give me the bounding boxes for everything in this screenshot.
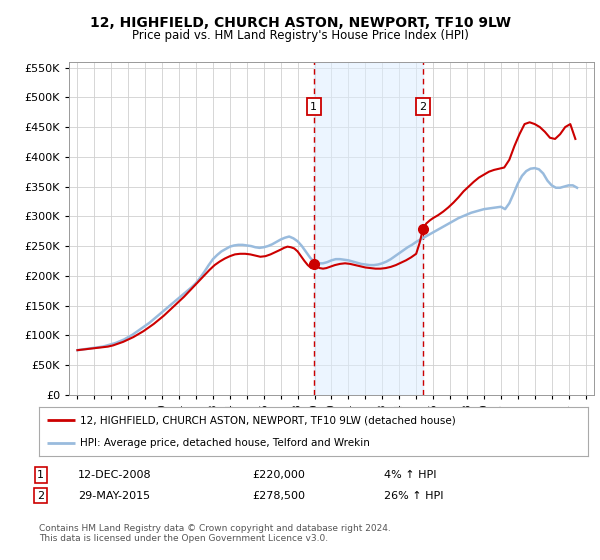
Text: £278,500: £278,500 (252, 491, 305, 501)
Text: 12-DEC-2008: 12-DEC-2008 (78, 470, 152, 480)
Text: Price paid vs. HM Land Registry's House Price Index (HPI): Price paid vs. HM Land Registry's House … (131, 29, 469, 42)
Text: 2: 2 (37, 491, 44, 501)
Text: 12, HIGHFIELD, CHURCH ASTON, NEWPORT, TF10 9LW: 12, HIGHFIELD, CHURCH ASTON, NEWPORT, TF… (89, 16, 511, 30)
Text: 4% ↑ HPI: 4% ↑ HPI (384, 470, 437, 480)
Text: 26% ↑ HPI: 26% ↑ HPI (384, 491, 443, 501)
Text: 1: 1 (310, 101, 317, 111)
Text: 29-MAY-2015: 29-MAY-2015 (78, 491, 150, 501)
Text: 2: 2 (419, 101, 427, 111)
Text: 1: 1 (37, 470, 44, 480)
Text: HPI: Average price, detached house, Telford and Wrekin: HPI: Average price, detached house, Telf… (80, 438, 370, 448)
Text: Contains HM Land Registry data © Crown copyright and database right 2024.
This d: Contains HM Land Registry data © Crown c… (39, 524, 391, 543)
Bar (314, 62, 423, 395)
Text: 12, HIGHFIELD, CHURCH ASTON, NEWPORT, TF10 9LW (detached house): 12, HIGHFIELD, CHURCH ASTON, NEWPORT, TF… (80, 416, 456, 426)
Text: £220,000: £220,000 (252, 470, 305, 480)
